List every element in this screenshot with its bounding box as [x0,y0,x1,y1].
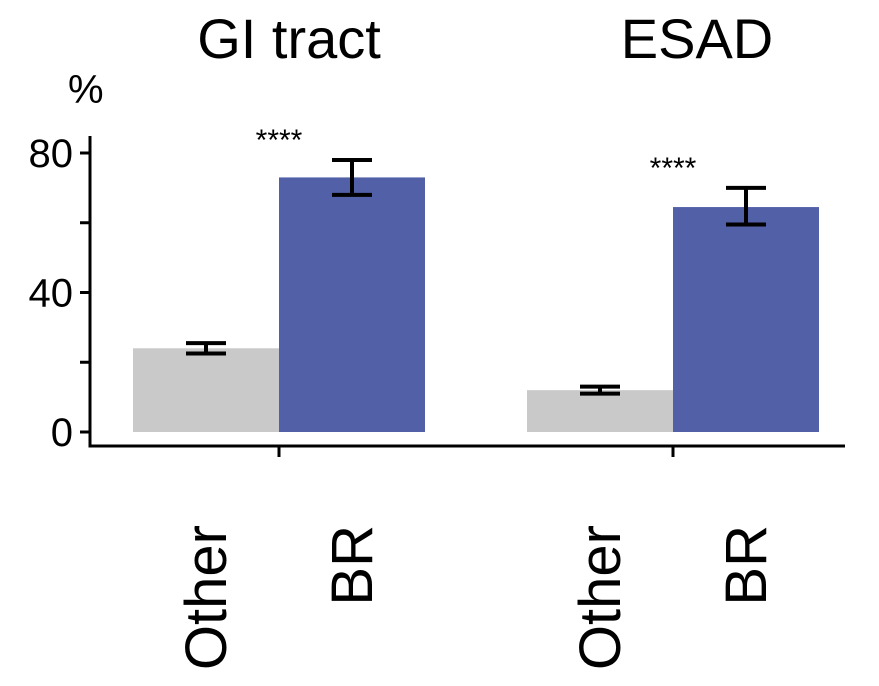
bar-br [279,177,425,432]
category-label-other: Other [174,525,239,670]
category-label-other: Other [568,525,633,670]
x-axis [88,444,845,457]
category-label-br: BR [714,525,779,606]
bar-other [133,348,279,432]
bar-br [673,207,819,432]
group-title: ESAD [621,7,774,70]
bars-layer [133,157,819,432]
y-tick-label: 80 [29,132,74,176]
group-title: GI tract [197,7,381,70]
bar-other [527,390,673,432]
category-label-br: BR [320,525,385,606]
y-axis-unit-label: % [68,68,104,112]
significance-label: **** [256,124,303,157]
y-tick-label: 0 [51,411,73,455]
significance-label: **** [650,152,697,185]
labels-layer: GI tract Other BR **** ESAD Other BR **** [174,7,779,670]
y-tick-label: 40 [29,272,74,316]
y-axis: 0 40 80 [29,132,92,455]
